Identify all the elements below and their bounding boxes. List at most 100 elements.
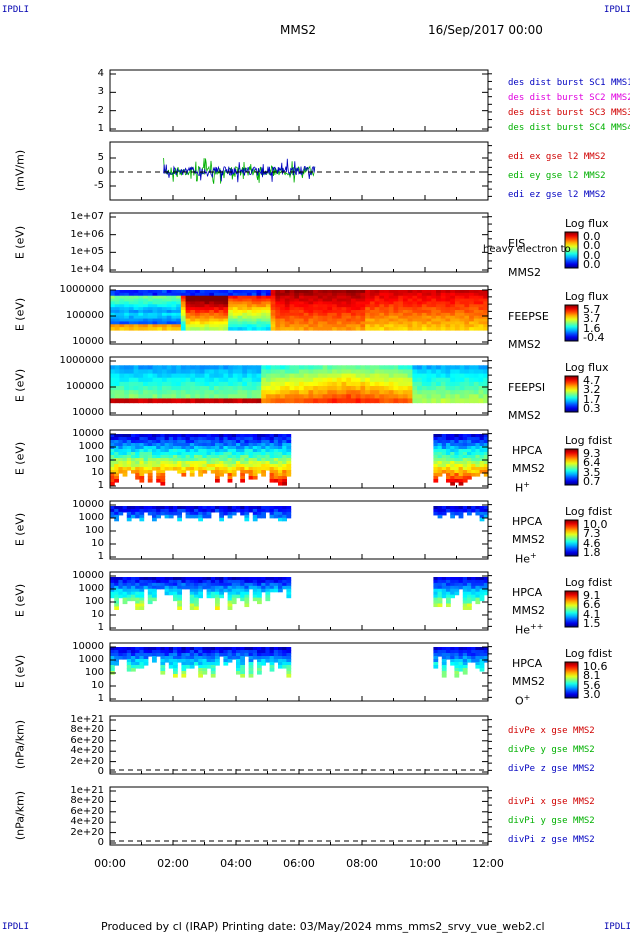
ytick-label: 6e+20 bbox=[70, 805, 104, 817]
side-label: EIS bbox=[508, 237, 526, 250]
ylabel-hpca_he: E (eV) bbox=[13, 512, 27, 547]
ytick-label: 1e+06 bbox=[70, 228, 104, 240]
side-label: MMS2 bbox=[508, 266, 541, 279]
colorbar-value: 0.7 bbox=[583, 475, 601, 488]
ytick-label: 1 bbox=[97, 693, 104, 704]
colorbar-value: 8.1 bbox=[583, 669, 601, 683]
colorbar-value: 4.1 bbox=[583, 607, 601, 621]
xtick-label: 04:00 bbox=[220, 857, 252, 870]
colorbar-title: Log fdist bbox=[565, 434, 613, 447]
colorbar-value: 1.5 bbox=[583, 617, 601, 630]
side-label: O+ bbox=[515, 693, 531, 708]
ytick-label: -5 bbox=[94, 180, 104, 191]
colorbar-value: 0.0 bbox=[583, 248, 601, 262]
side-label: FEEPSI bbox=[508, 381, 546, 394]
eis-frame bbox=[109, 212, 489, 273]
ytick-label: 100 bbox=[84, 667, 104, 678]
ytick-label: 8e+20 bbox=[70, 795, 104, 807]
xtick-label: 06:00 bbox=[283, 857, 315, 870]
ytick-label: 100 bbox=[84, 596, 104, 607]
colorbar-value: 4.7 bbox=[583, 374, 601, 387]
ytick-label: 10 bbox=[91, 609, 104, 620]
species-charge: + bbox=[530, 551, 537, 560]
colorbar-value: 3.2 bbox=[583, 383, 601, 397]
feepsi-spectrogram bbox=[110, 365, 489, 404]
ytick-label: 10 bbox=[91, 538, 104, 549]
ytick-label: 2 bbox=[97, 104, 104, 116]
side-label: H+ bbox=[515, 480, 530, 495]
hpca_hepp-spectrogram bbox=[110, 577, 489, 610]
side-label: FEEPSE bbox=[508, 310, 549, 323]
ytick-label: 1000 bbox=[78, 654, 104, 665]
corner-label-br: IPDLI bbox=[604, 922, 630, 932]
side-label: MMS2 bbox=[508, 409, 541, 422]
xtick-label: 02:00 bbox=[157, 857, 189, 870]
colorbar-value: 10.0 bbox=[583, 518, 608, 531]
colorbar-value: -0.4 bbox=[583, 331, 605, 344]
ytick-label: 10000 bbox=[72, 570, 104, 581]
ylabel-feepsi: E (eV) bbox=[13, 368, 27, 403]
colorbar-value: 9.3 bbox=[583, 447, 601, 460]
colorbar-value: 0.0 bbox=[583, 230, 601, 243]
ytick-label: 5 bbox=[97, 152, 104, 163]
colorbar-value: 3.0 bbox=[583, 688, 601, 701]
side-label: HPCA bbox=[512, 586, 543, 599]
ytick-label: 1000000 bbox=[59, 284, 104, 295]
feepse-spectrogram bbox=[110, 290, 489, 331]
side-label: MMS2 bbox=[512, 462, 545, 475]
legend-entry: divPe y gse MMS2 bbox=[508, 745, 595, 755]
xtick-label: 12:00 bbox=[472, 857, 504, 870]
xtick-label: 00:00 bbox=[94, 857, 126, 870]
hpca_o-colorbar bbox=[564, 661, 579, 699]
xtick-label: 08:00 bbox=[346, 857, 378, 870]
hpca_he-colorbar bbox=[564, 519, 579, 557]
ytick-label: 1000 bbox=[78, 583, 104, 594]
feepse-colorbar bbox=[564, 304, 579, 342]
ytick-label: 100000 bbox=[65, 381, 104, 392]
species-charge: + bbox=[523, 693, 531, 702]
colorbar-title: Log fdist bbox=[565, 647, 613, 660]
corner-label-tl: IPDLI bbox=[2, 5, 30, 15]
edi-trace-1 bbox=[163, 158, 316, 183]
species-charge: ++ bbox=[530, 622, 544, 631]
hpca_o-spectrogram bbox=[110, 647, 489, 678]
ytick-label: 10000 bbox=[72, 407, 104, 418]
colorbar-value: 1.6 bbox=[583, 321, 601, 335]
ytick-label: 1e+04 bbox=[70, 264, 104, 275]
ytick-label: 6e+20 bbox=[70, 734, 104, 746]
divpe-frame bbox=[109, 715, 489, 775]
colorbar-value: 3.5 bbox=[583, 465, 601, 479]
ytick-label: 10000 bbox=[72, 641, 104, 652]
colorbar-value: 10.6 bbox=[583, 660, 608, 673]
ytick-label: 1 bbox=[97, 480, 104, 491]
eis-overlay-text: heavy electron to bbox=[483, 244, 571, 255]
legend-entry: divPi y gse MMS2 bbox=[508, 816, 595, 826]
legend-entry: des dist burst SC4 MMS4 bbox=[508, 123, 630, 133]
eis-colorbar bbox=[564, 231, 579, 269]
ylabel-divpi: (nPa/km) bbox=[13, 790, 27, 841]
divpi-frame bbox=[109, 786, 489, 846]
ytick-label: 0 bbox=[97, 837, 104, 848]
ytick-label: 4e+20 bbox=[70, 816, 104, 828]
ylabel-feepse: E (eV) bbox=[13, 297, 27, 332]
ytick-label: 10000 bbox=[72, 499, 104, 510]
colorbar-value: 6.4 bbox=[583, 456, 601, 470]
ytick-label: 10 bbox=[91, 467, 104, 478]
legend-entry: divPi z gse MMS2 bbox=[508, 835, 595, 845]
ytick-label: 10000 bbox=[72, 428, 104, 439]
corner-label-tr: IPDLI bbox=[604, 5, 630, 15]
side-label: HPCA bbox=[512, 515, 543, 528]
colorbar-value: 3.7 bbox=[583, 312, 601, 326]
ytick-label: 4e+20 bbox=[70, 745, 104, 757]
edi-trace-0 bbox=[163, 157, 316, 184]
colorbar-value: 0.3 bbox=[583, 402, 601, 415]
colorbar-value: 9.1 bbox=[583, 589, 601, 602]
colorbar-value: 4.6 bbox=[583, 536, 601, 550]
legend-entry: edi ey gse l2 MMS2 bbox=[508, 171, 606, 181]
colorbar-value: 5.6 bbox=[583, 678, 601, 692]
ylabel-hpca_hepp: E (eV) bbox=[13, 583, 27, 618]
ytick-label: 100000 bbox=[65, 310, 104, 321]
ylabel-eis: E (eV) bbox=[13, 225, 27, 259]
legend-entry: divPe x gse MMS2 bbox=[508, 726, 595, 736]
